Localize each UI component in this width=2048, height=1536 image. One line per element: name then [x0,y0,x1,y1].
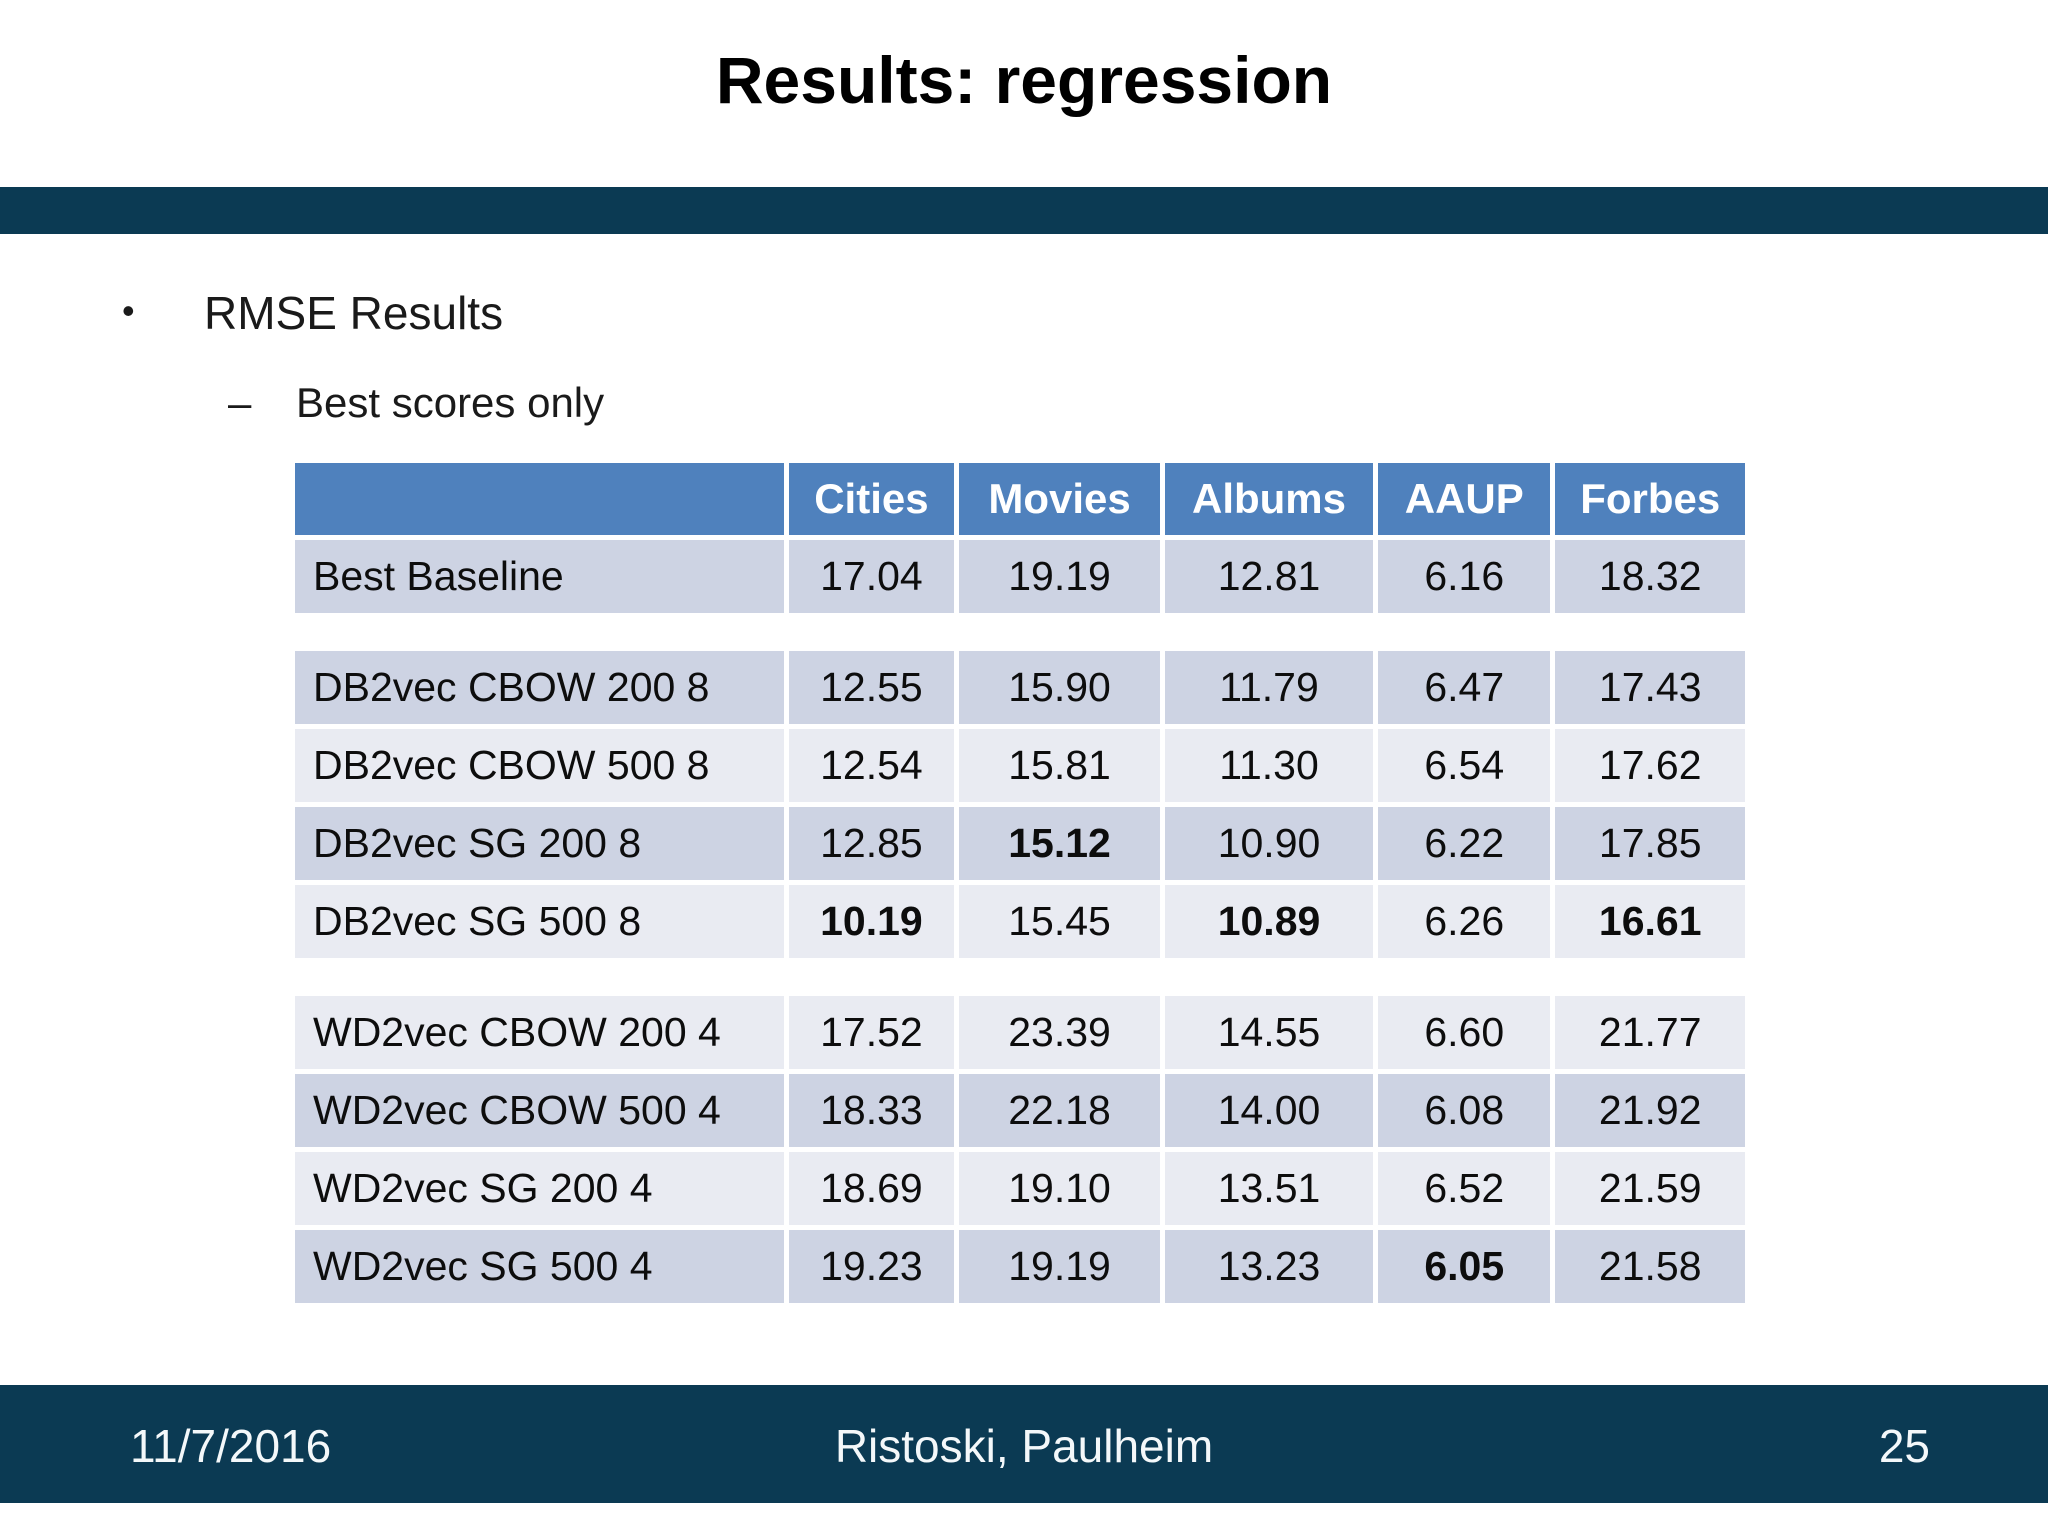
table-cell: 6.47 [1378,651,1551,724]
table-cell: 13.23 [1164,1230,1374,1303]
table-cell: 10.90 [1164,807,1374,880]
row-label: DB2vec CBOW 200 8 [295,651,784,724]
row-label: Best Baseline [295,540,784,613]
table-row: WD2vec CBOW 200 4 17.52 23.39 14.55 6.60 21.7… [295,996,1745,1069]
sub-bullet-best-scores: – Best scores only [228,379,604,427]
table-cell: 17.52 [788,996,955,1069]
table-cell: 23.39 [959,996,1160,1069]
table-cell: 15.81 [959,729,1160,802]
table-header-corner [295,463,784,535]
table-cell: 11.30 [1164,729,1374,802]
table-cell: 12.55 [788,651,955,724]
table-cell: 16.61 [1555,885,1745,958]
table-row: WD2vec CBOW 500 4 18.33 22.18 14.00 6.08 21.9… [295,1074,1745,1147]
spacer-cell [1378,963,1550,991]
spacer-cell [789,963,954,991]
table-cell: 12.54 [788,729,955,802]
table-cell: 19.19 [959,1230,1160,1303]
table-cell: 6.54 [1378,729,1551,802]
spacer-cell [1555,963,1745,991]
table-cell: 15.12 [959,807,1160,880]
spacer-cell [1165,618,1373,646]
spacer-cell [959,963,1160,991]
spacer-cell [1378,618,1550,646]
sub-bullet-best-scores-label: Best scores only [296,379,605,426]
table-cell: 19.23 [788,1230,955,1303]
table-cell: 17.85 [1555,807,1745,880]
table-cell: 19.10 [959,1152,1160,1225]
table-spacer-row [295,963,1745,991]
spacer-cell [789,618,954,646]
table-header-aaup: AAUP [1378,463,1551,535]
spacer-cell [295,963,784,991]
top-divider-bar [0,187,2048,234]
table-header-albums: Albums [1164,463,1374,535]
table-row: DB2vec CBOW 200 8 12.55 15.90 11.79 6.47 17.4… [295,651,1745,724]
table-cell: 18.32 [1555,540,1745,613]
table-cell: 19.19 [959,540,1160,613]
bullet-dot-icon: • [122,290,135,331]
table-cell: 13.51 [1164,1152,1374,1225]
results-table: Cities Movies Albums AAUP Forbes Best Baselin… [290,458,1750,1308]
dash-marker-icon: – [228,379,252,426]
table-row: DB2vec CBOW 500 8 12.54 15.81 11.30 6.54 17.6… [295,729,1745,802]
table-cell: 12.81 [1164,540,1374,613]
table-cell: 14.00 [1164,1074,1374,1147]
table-cell: 17.43 [1555,651,1745,724]
footer-authors: Ristoski, Paulheim [834,1420,1214,1472]
table-header-movies: Movies [959,463,1160,535]
table-row: WD2vec SG 500 4 19.23 19.19 13.23 6.05 21.58 [295,1230,1745,1303]
row-label: DB2vec SG 500 8 [295,885,784,958]
bullet-rmse-results-label: RMSE Results [204,287,504,339]
row-label: WD2vec CBOW 500 4 [295,1074,784,1147]
table-cell: 22.18 [959,1074,1160,1147]
table-cell: 21.77 [1555,996,1745,1069]
table-row: Best Baseline 17.04 19.19 12.81 6.16 18.32 [295,540,1745,613]
table-cell: 12.85 [788,807,955,880]
table-cell: 18.69 [788,1152,955,1225]
table-cell: 17.04 [788,540,955,613]
table-cell: 21.92 [1555,1074,1745,1147]
table-cell: 10.89 [1164,885,1374,958]
table-cell: 17.62 [1555,729,1745,802]
table-cell: 6.22 [1378,807,1551,880]
row-label: WD2vec CBOW 200 4 [295,996,784,1069]
footer-date: 11/7/2016 [130,1420,332,1472]
table-row: DB2vec SG 200 8 12.85 15.12 10.90 6.22 17.85 [295,807,1745,880]
footer-page-number: 25 [1878,1420,1930,1472]
table-header-cities: Cities [788,463,955,535]
bullet-rmse-results: • RMSE Results [122,286,503,340]
row-label: WD2vec SG 200 4 [295,1152,784,1225]
table-header-forbes: Forbes [1555,463,1745,535]
spacer-cell [295,618,784,646]
slide-title: Results: regression [715,43,1333,117]
footer-bar: 11/7/2016 Ristoski, Paulheim 25 [0,1385,2048,1503]
table-cell: 6.26 [1378,885,1551,958]
spacer-cell [1165,963,1373,991]
table-row: DB2vec SG 500 8 10.19 15.45 10.89 6.26 16.61 [295,885,1745,958]
table-cell: 14.55 [1164,996,1374,1069]
table-cell: 15.45 [959,885,1160,958]
table-cell: 6.16 [1378,540,1551,613]
table-cell: 21.59 [1555,1152,1745,1225]
table-cell: 6.08 [1378,1074,1551,1147]
row-label: DB2vec SG 200 8 [295,807,784,880]
spacer-cell [959,618,1160,646]
row-label: DB2vec CBOW 500 8 [295,729,784,802]
table-header-row: Cities Movies Albums AAUP Forbes [295,463,1745,535]
table-cell: 18.33 [788,1074,955,1147]
table-spacer-row [295,618,1745,646]
spacer-cell [1555,618,1745,646]
table-cell: 11.79 [1164,651,1374,724]
table-cell: 21.58 [1555,1230,1745,1303]
table-cell: 15.90 [959,651,1160,724]
table-cell: 10.19 [788,885,955,958]
table-cell: 6.52 [1378,1152,1551,1225]
row-label: WD2vec SG 500 4 [295,1230,784,1303]
table-cell: 6.05 [1378,1230,1551,1303]
table-cell: 6.60 [1378,996,1551,1069]
table-row: WD2vec SG 200 4 18.69 19.10 13.51 6.52 21.59 [295,1152,1745,1225]
